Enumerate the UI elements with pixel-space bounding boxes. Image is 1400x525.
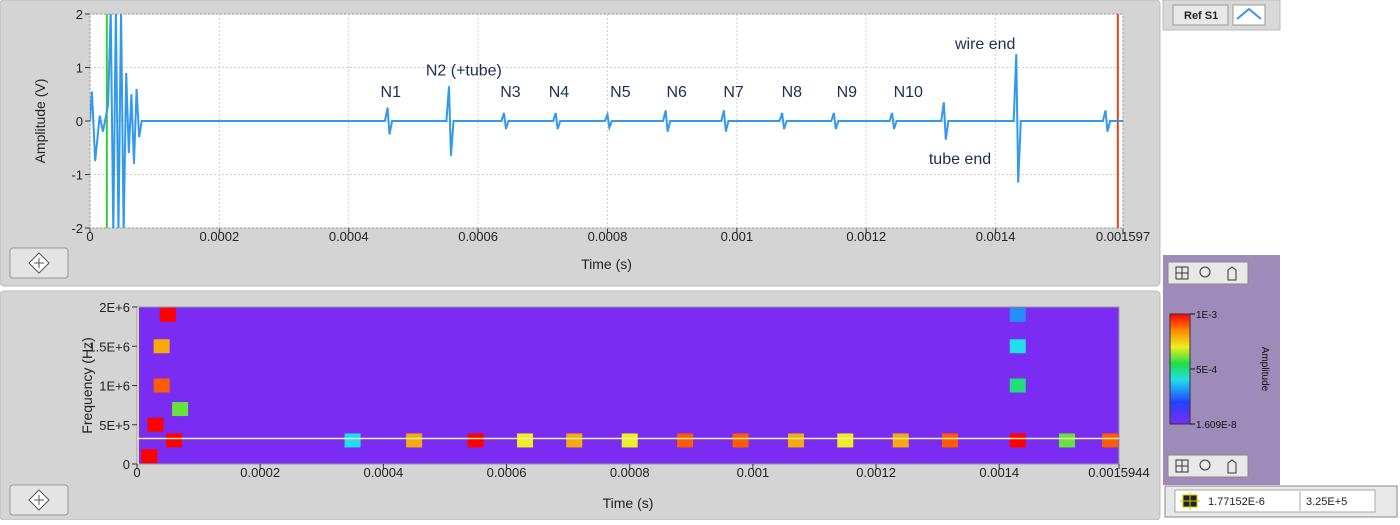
annotation: N2 (+tube)	[426, 63, 502, 80]
spectrogram-cell	[467, 433, 484, 448]
y-axis-label: Frequency (Hz)	[79, 337, 95, 433]
graph-tools[interactable]	[1167, 454, 1249, 478]
spectrogram-cell	[1009, 378, 1026, 393]
cursor-y: 3.25E+5	[1306, 496, 1347, 508]
y-tick-label: 5E+5	[99, 418, 130, 433]
x-tick-label: 0.001597	[1096, 229, 1150, 244]
cursor-icon	[1180, 492, 1200, 510]
spectrogram-cell	[406, 433, 423, 448]
x-tick-label: 0.0004	[329, 229, 369, 244]
graph-palette-button[interactable]	[9, 247, 69, 279]
x-tick-label: 0	[133, 465, 140, 480]
annotation: N10	[894, 84, 923, 101]
spectrogram-cell	[1102, 433, 1119, 448]
x-tick-label: 0.0002	[240, 465, 280, 480]
spectrogram-cell	[941, 433, 958, 448]
spectrogram-cell	[153, 378, 170, 393]
annotation: N4	[549, 84, 570, 101]
legend-line	[1236, 7, 1262, 20]
x-tick-label: 0.0008	[610, 465, 650, 480]
y-tick-label: 1	[76, 61, 83, 76]
y-tick-label: 0	[76, 114, 83, 129]
y-tick-label: 0	[123, 457, 130, 472]
spectrogram-cell	[566, 433, 583, 448]
annotation: tube end	[929, 151, 991, 168]
x-tick-label: 0.0014	[979, 465, 1019, 480]
x-tick-label: 0.001	[721, 229, 754, 244]
x-tick-label: 0.0006	[458, 229, 498, 244]
colorbar-label: Amplitude	[1259, 347, 1270, 392]
annotation: N3	[500, 84, 521, 101]
annotation: N8	[782, 84, 803, 101]
spectrogram-cell	[159, 307, 176, 322]
x-axis-label: Time (s)	[581, 256, 632, 272]
legend-swatch	[1232, 4, 1266, 26]
x-tick-label: 0.0015944	[1088, 465, 1149, 480]
y-tick-label: 1E+6	[99, 379, 130, 394]
spectrogram-cell	[732, 433, 749, 448]
annotation: N6	[666, 84, 687, 101]
x-tick-label: 0	[86, 229, 93, 244]
y-axis-label: Amplitude (V)	[32, 79, 48, 164]
annotation: N9	[837, 84, 858, 101]
y-tick-label: -2	[71, 221, 83, 236]
spectrogram-cell	[344, 433, 361, 448]
legend-item[interactable]	[1172, 4, 1229, 26]
signal-line	[90, 14, 1123, 228]
spectrogram-cell	[892, 433, 909, 448]
y-tick-label: 2E+6	[99, 300, 130, 315]
colorbar-tick-label: 1.609E-8	[1196, 420, 1237, 431]
spectrogram-cell	[141, 449, 158, 464]
graph-tools[interactable]	[1167, 261, 1249, 285]
x-tick-label: 0.0006	[487, 465, 527, 480]
spectrogram-cell	[1009, 307, 1026, 322]
spectrogram-cell	[788, 433, 805, 448]
x-tick-label: 0.0008	[588, 229, 628, 244]
spectrogram-cell	[837, 433, 854, 448]
annotation: N5	[610, 84, 631, 101]
x-tick-label: 0.0012	[846, 229, 886, 244]
colorbar-tick-label: 1E-3	[1196, 310, 1218, 321]
color-scale	[1169, 313, 1191, 425]
spectrogram-cell	[147, 417, 164, 432]
x-tick-label: 0.0004	[363, 465, 403, 480]
spectrogram-cell	[517, 433, 534, 448]
y-tick-label: 1.5E+6	[88, 339, 130, 354]
x-tick-label: 0.0002	[199, 229, 239, 244]
spectrogram-cell	[153, 339, 170, 354]
spectrogram-cell	[1009, 433, 1026, 448]
legend-label: Ref S1	[1184, 10, 1218, 22]
annotation: N1	[381, 84, 402, 101]
annotation: N7	[723, 84, 744, 101]
annotation: wire end	[954, 36, 1015, 53]
y-tick-label: -1	[71, 168, 83, 183]
graph-palette-button[interactable]	[9, 484, 69, 516]
spectrogram-cell	[165, 433, 182, 448]
spectrogram-cell	[621, 433, 638, 448]
spectrogram-cell	[1059, 433, 1076, 448]
colorbar-tick-label: 5E-4	[1196, 365, 1218, 376]
spectrogram-cell	[677, 433, 694, 448]
y-tick-label: 2	[76, 7, 83, 22]
spectrogram-cell	[172, 402, 189, 417]
cursor-row	[1174, 489, 1376, 513]
cursor-x: 1.77152E-6	[1208, 496, 1265, 508]
x-axis-label: Time (s)	[603, 495, 654, 511]
x-tick-label: 0.0012	[856, 465, 896, 480]
spectrogram-cell	[1009, 339, 1026, 354]
x-tick-label: 0.0014	[976, 229, 1016, 244]
x-tick-label: 0.001	[737, 465, 770, 480]
